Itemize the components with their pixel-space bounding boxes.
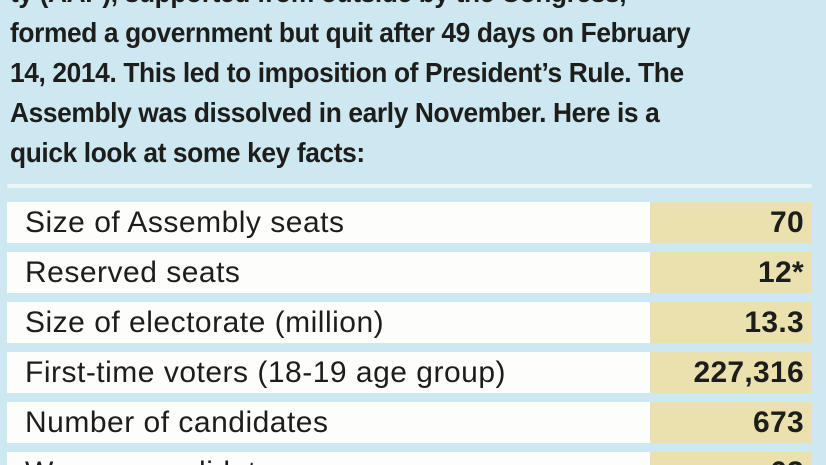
- intro-line-4: quick look at some key facts:: [10, 137, 365, 168]
- table-row: Size of electorate (million) 13.3: [7, 302, 812, 343]
- row-label: Size of electorate (million): [7, 302, 650, 343]
- table-row: Number of candidates 673: [7, 402, 812, 443]
- row-label: First-time voters (18-19 age group): [7, 352, 650, 393]
- facts-table: Size of Assembly seats 70 Reserved seats…: [7, 202, 812, 465]
- table-top-rule: [7, 184, 812, 188]
- row-value: 12*: [650, 252, 812, 293]
- row-value: 63: [650, 452, 812, 465]
- intro-line-3: Assembly was dissolved in early November…: [10, 97, 660, 128]
- row-value: 13.3: [650, 302, 812, 343]
- table-row: Reserved seats 12*: [7, 252, 812, 293]
- intro-paragraph: ty (AAP), supported from outside by the …: [10, 0, 826, 173]
- row-label: Number of candidates: [7, 402, 650, 443]
- table-row: First-time voters (18-19 age group) 227,…: [7, 352, 812, 393]
- row-label: Size of Assembly seats: [7, 202, 650, 243]
- row-value: 227,316: [650, 352, 812, 393]
- row-label: Women candidates: [7, 452, 650, 465]
- table-row: Women candidates 63: [7, 452, 812, 465]
- row-value: 673: [650, 402, 812, 443]
- intro-line-1: formed a government but quit after 49 da…: [10, 17, 691, 48]
- row-value: 70: [650, 202, 812, 243]
- row-label: Reserved seats: [7, 252, 650, 293]
- table-row: Size of Assembly seats 70: [7, 202, 812, 243]
- intro-line-2: 14, 2014. This led to imposition of Pres…: [10, 57, 684, 88]
- intro-line-clipped: ty (AAP), supported from outside by the …: [10, 0, 781, 13]
